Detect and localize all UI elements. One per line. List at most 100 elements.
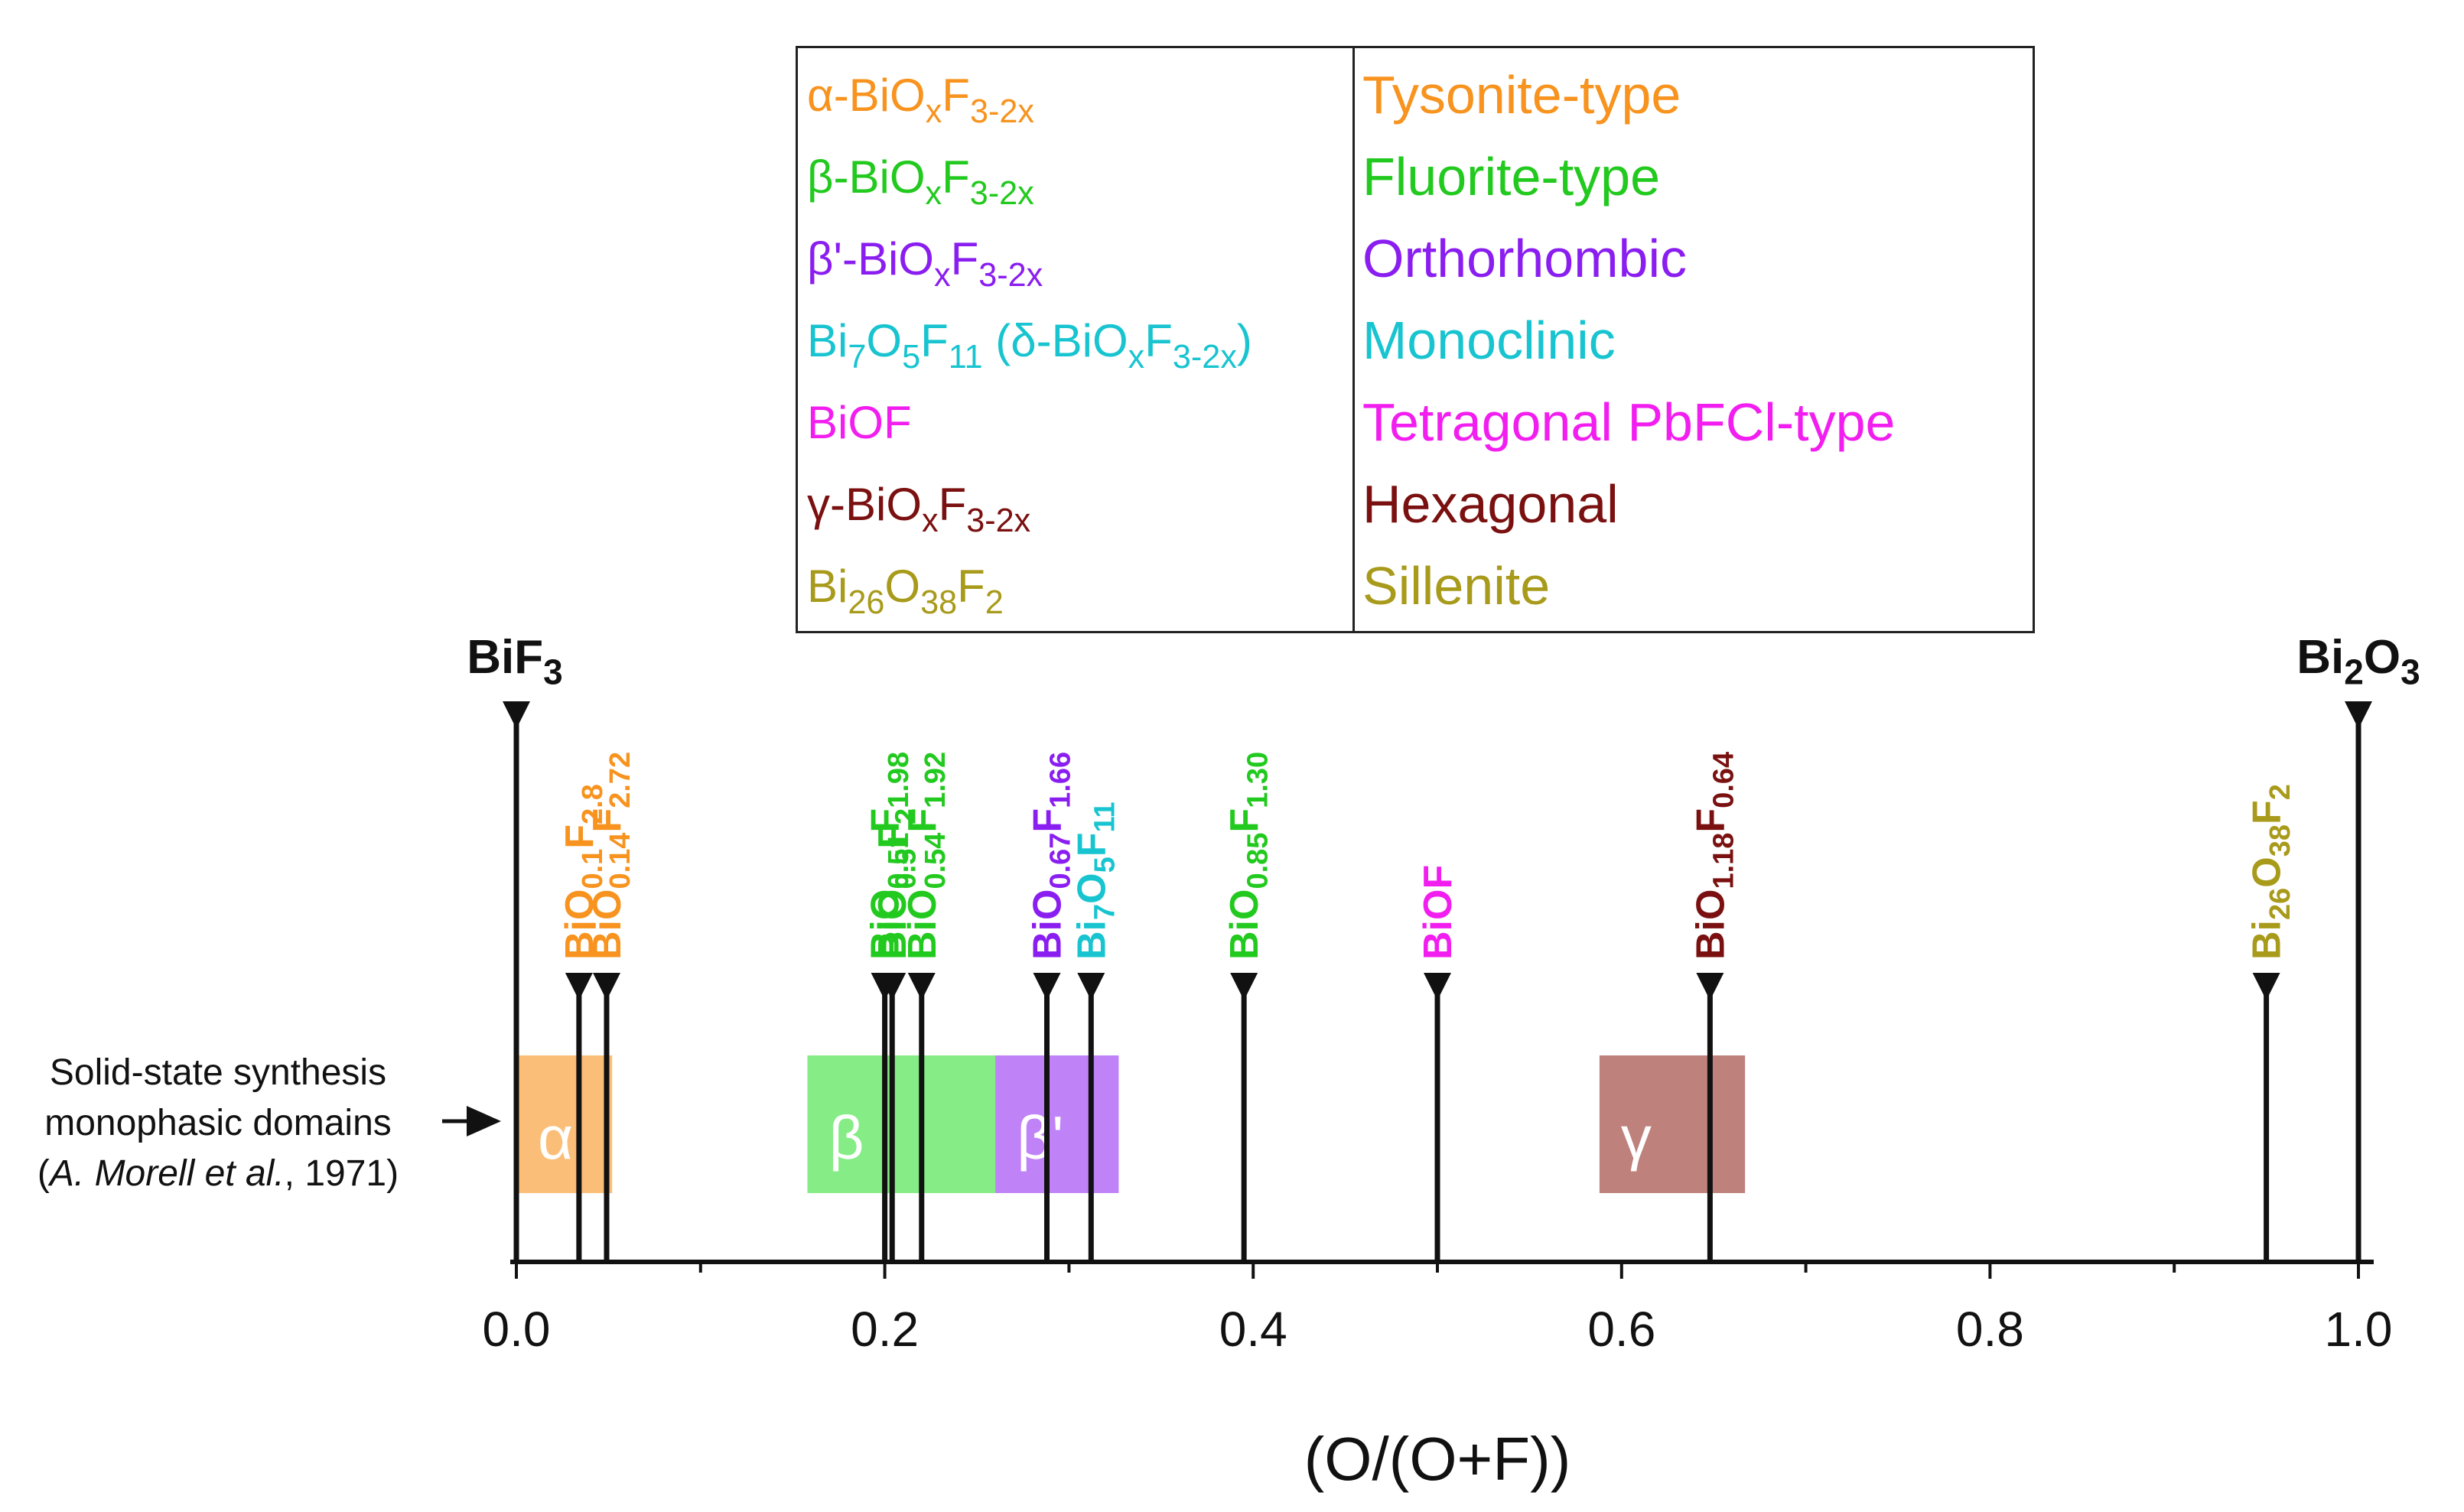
legend-phase-1: β-BiOxF3-2x [807,136,1252,218]
formula-text: BiO [864,889,908,960]
formula-subscript: 2 [2264,784,2296,800]
formula-text: Bi [2296,631,2344,684]
formula-text: Bi [2245,920,2290,960]
composition-formula-1: BiO0.14F2.72 [585,752,636,960]
formula-text: Bi [1069,920,1114,960]
phase-subscript: 3-2x [969,175,1034,213]
domain-1-label: β [828,1104,864,1172]
formula-text: BiO [585,889,630,960]
formula-text: F [1222,808,1267,833]
x-tick-label: 0.8 [1956,1302,2024,1357]
legend-phase-6: Bi26O38F2 [807,545,1252,627]
formula-text: BiO [900,889,945,960]
composition-3-marker [878,973,907,1000]
composition-label-7: BiO0.85F1.30 [1222,752,1274,960]
formula-subscript: 0.64 [1708,752,1740,808]
legend-phase-2: β'-BiOxF3-2x [807,218,1252,300]
phase-text: F [938,479,967,530]
composition-formula-9: BiO1.18F0.64 [1688,752,1740,960]
formula-text: F [871,824,915,849]
formula-subscript: 0.85 [1242,833,1274,889]
phase-text: ) [1236,315,1252,366]
formula-subscript: 1.98 [883,752,915,808]
formula-text: BiO [1026,889,1070,960]
formula-subscript: 0.1 [577,849,609,889]
formula-subscript: 26 [2264,888,2296,920]
formula-text: F [1688,808,1733,833]
end-member-1-marker [2345,701,2372,729]
legend-structure-5: Hexagonal [1362,474,1619,534]
phase-subscript: 7 [848,339,867,376]
formula-subscript: 0.54 [920,833,952,889]
formula-text: F [585,808,630,833]
composition-label-8: BiOF [1416,865,1460,960]
phase-text: (δ-BiO [982,315,1128,366]
legend-table: α-BiOxF3-2x β-BiOxF3-2x β'-BiOxF3-2x Bi7O5F… [796,46,2035,633]
legend-divider [1352,48,1355,631]
phase-text: Bi [807,315,848,366]
formula-text: F [2245,800,2290,824]
composition-label-5: BiO0.67F1.66 [1026,752,1077,960]
phase-subscript: x [933,257,951,294]
formula-text: BiO [1222,889,1267,960]
phase-subscript: x [925,93,942,131]
legend-structure-4: Tetragonal PbFCl-type [1362,392,1896,452]
phase-text: F [920,315,949,366]
formula-subscript: 38 [2264,824,2296,857]
phase-text: α-BiO [807,70,926,121]
composition-formula-0: BiO0.1F2.8 [558,784,609,960]
phase-text: F [942,70,970,121]
domain-1-rect [807,1055,996,1193]
note-citation: A. Morell et al. [49,1153,285,1194]
formula-text: BiO [1688,889,1733,960]
phase-subscript: 3-2x [978,257,1043,294]
formula-subscript: 2.72 [604,752,636,808]
composition-formula-3: BiO0.5F2 [871,808,922,960]
domain-3-rect [1599,1055,1746,1193]
composition-label-3: BiO0.5F2 [871,808,922,960]
x-tick-label: 1.0 [2325,1302,2393,1357]
formula-text: F [864,808,908,833]
formula-subscript: 3 [2401,652,2420,692]
phase-text: F [957,561,985,612]
note-open-paren: ( [37,1153,50,1194]
formula-subscript: 1.66 [1045,752,1077,808]
phase-subscript: 3-2x [1172,339,1237,376]
formula-text: BiO [558,889,602,960]
formula-subscript: 3 [543,652,563,692]
phase-text: Bi [807,561,848,612]
phase-text: β-BiO [807,151,926,203]
composition-label-9: BiO1.18F0.64 [1688,752,1740,960]
composition-6-marker [1077,973,1105,1000]
end-member-label-1: Bi2O3 [2296,631,2420,692]
composition-8-marker [1424,973,1451,1000]
formula-subscript: 0.14 [604,833,636,889]
phase-subscript: 38 [920,584,958,622]
legend-structure-column: Tysonite-type Fluorite-type Orthorhombic Mo… [1362,54,1895,627]
composition-4-marker [907,973,936,1000]
phase-text: BiOF [807,397,912,448]
formula-subscript: 0.67 [1045,833,1077,889]
domain-0-label: α [538,1104,573,1172]
composition-label-10: Bi26O38F2 [2245,784,2296,960]
legend-structure-2: Orthorhombic [1362,229,1688,288]
phase-subscript: 3-2x [969,93,1034,131]
domain-0-rect [516,1055,613,1193]
legend-structure-1: Fluorite-type [1362,147,1661,206]
composition-0-marker [565,973,593,1000]
phase-text: γ-BiO [807,479,922,530]
composition-label-6: Bi7O5F11 [1069,802,1121,960]
phase-subscript: 2 [985,584,1004,622]
legend-structure-6: Sillenite [1362,556,1551,616]
formula-text: O [1069,873,1114,903]
x-tick-label: 0.4 [1219,1302,1287,1357]
formula-subscript: 1.18 [1708,833,1740,889]
composition-formula-10: Bi26O38F2 [2245,784,2296,960]
formula-subscript: 2.8 [577,784,609,824]
formula-subscript: 5 [1089,857,1121,873]
phase-subscript: 11 [948,339,983,376]
formula-text: BiOF [1416,865,1460,960]
note-line-3: (A. Morell et al., 1971) [0,1149,436,1199]
